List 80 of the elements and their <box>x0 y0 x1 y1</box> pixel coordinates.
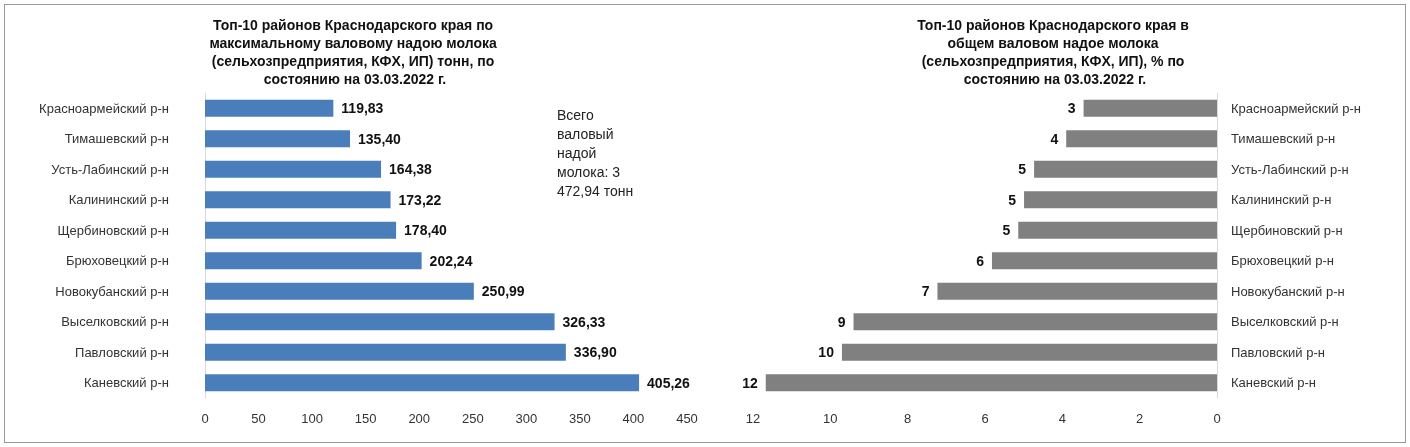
y-tick-label: Калининский р-н <box>68 192 169 208</box>
bar <box>205 160 382 178</box>
bar <box>205 252 422 270</box>
bar <box>991 252 1217 270</box>
y-tick-label: Новокубанский р-н <box>55 283 169 299</box>
bar <box>1083 99 1217 117</box>
bar <box>205 99 334 117</box>
y-tick-label: Выселковский р-н <box>61 314 169 330</box>
y-tick-label: Красноармейский р-н <box>1231 100 1361 116</box>
bar <box>1024 191 1217 209</box>
annotation: Всего валовый надой молока: 3 472,94 тонн <box>557 106 634 199</box>
y-tick-label: Тимашевский р-н <box>64 131 169 147</box>
data-label: 3 <box>1067 100 1076 117</box>
bar <box>205 191 391 209</box>
x-tick-label: 50 <box>251 411 266 426</box>
bar <box>205 313 555 331</box>
y-tick-label: Каневский р-н <box>1231 375 1317 391</box>
y-tick-label: Брюховецкий р-н <box>1231 253 1334 269</box>
y-tick-label: Павловский р-н <box>75 344 169 360</box>
data-label: 202,24 <box>429 252 473 269</box>
data-label: 12 <box>742 374 758 391</box>
data-label: 7 <box>921 283 930 300</box>
x-tick-label: 200 <box>408 411 431 426</box>
bar <box>841 343 1217 361</box>
data-label: 405,26 <box>647 374 691 391</box>
data-label: 10 <box>818 344 835 361</box>
data-label: 4 <box>1050 130 1059 147</box>
bar <box>205 130 351 148</box>
x-tick-label: 2 <box>1136 411 1144 426</box>
bar <box>205 282 474 300</box>
data-label: 9 <box>837 313 846 330</box>
bar <box>1018 221 1217 239</box>
bar <box>205 343 566 361</box>
bar <box>1034 160 1217 178</box>
y-tick-label: Щербиновский р-н <box>1231 222 1343 238</box>
bar <box>205 221 397 239</box>
y-tick-label: Новокубанский р-н <box>1231 283 1345 299</box>
data-label: 135,40 <box>358 130 402 147</box>
x-tick-label: 8 <box>904 411 912 426</box>
x-tick-label: 0 <box>1213 411 1221 426</box>
x-tick-label: 0 <box>201 411 209 426</box>
y-tick-label: Каневский р-н <box>83 375 169 391</box>
x-tick-label: 100 <box>301 411 323 426</box>
bar <box>1066 130 1217 148</box>
data-label: 326,33 <box>562 313 606 330</box>
data-label: 119,83 <box>341 100 384 117</box>
y-tick-label: Павловский р-н <box>1231 344 1325 360</box>
x-tick-label: 350 <box>569 411 591 426</box>
data-label: 164,38 <box>389 161 433 178</box>
x-tick-label: 300 <box>515 411 538 426</box>
bar <box>765 374 1217 392</box>
y-tick-label: Усть-Лабинский р-н <box>1231 161 1349 177</box>
y-tick-label: Тимашевский р-н <box>1231 131 1336 147</box>
data-label: 173,22 <box>398 191 442 208</box>
bar <box>937 282 1217 300</box>
data-label: 5 <box>1018 161 1027 178</box>
x-tick-label: 400 <box>622 411 645 426</box>
y-tick-label: Брюховецкий р-н <box>66 253 169 269</box>
x-tick-label: 450 <box>676 411 698 426</box>
y-tick-label: Выселковский р-н <box>1231 314 1339 330</box>
data-label: 5 <box>1008 191 1017 208</box>
bar <box>853 313 1217 331</box>
x-tick-label: 10 <box>823 411 838 426</box>
chart-title: Топ-10 районов Краснодарского края по максимальному валовому надою молока (сельхозпредприятия, КФХ, ИП) тонн, по состоянию на 03.03.2022 г. <box>209 17 501 87</box>
bar <box>205 374 640 392</box>
data-label: 250,99 <box>481 283 525 300</box>
y-tick-label: Щербиновский р-н <box>57 222 169 238</box>
data-label: 6 <box>976 252 985 269</box>
data-label: 336,90 <box>573 344 617 361</box>
x-tick-label: 150 <box>354 411 377 426</box>
y-tick-label: Красноармейский р-н <box>39 100 169 116</box>
x-tick-label: 12 <box>745 411 761 426</box>
data-label: 5 <box>1002 222 1011 239</box>
data-label: 178,40 <box>404 222 448 239</box>
x-tick-label: 4 <box>1058 411 1066 426</box>
y-tick-label: Калининский р-н <box>1231 192 1332 208</box>
x-tick-label: 6 <box>981 411 989 426</box>
chart-title: Топ-10 районов Краснодарского края в общем валовом надое молока (сельхозпредприятия, КФХ, ИП), % по состоянию на 03.03.2022 г. <box>917 17 1193 87</box>
x-tick-label: 250 <box>461 411 484 426</box>
y-tick-label: Усть-Лабинский р-н <box>51 161 169 177</box>
